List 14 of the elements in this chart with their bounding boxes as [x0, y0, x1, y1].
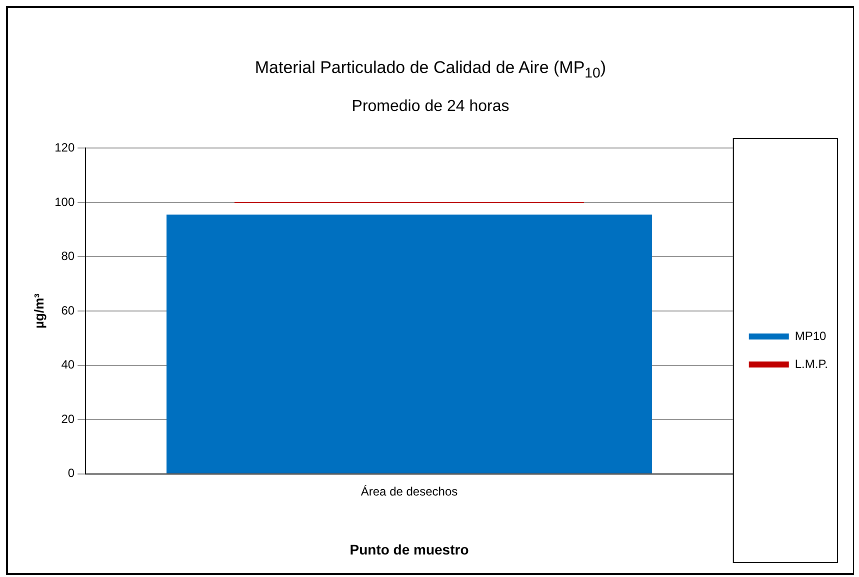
- chart-title: Material Particulado de Calidad de Aire (MP$_{10}$): [254, 58, 608, 82]
- y-tick-label: 20: [61, 412, 75, 426]
- legend-label: MP10: [794, 328, 827, 343]
- chart-subtitle: Promedio de 24 horas: [350, 98, 510, 116]
- x-axis-title: Punto de muestro: [350, 541, 469, 558]
- y-tick-label: 100: [54, 194, 75, 209]
- x-tick-label: Área de desechos: [360, 484, 458, 498]
- y-axis-title: µg/m³: [31, 292, 46, 328]
- y-tick-label: 120: [54, 140, 75, 155]
- y-tick-label: 60: [61, 303, 75, 318]
- y-tick-label: 0: [68, 466, 75, 480]
- y-tick-label: 80: [61, 249, 75, 264]
- legend-label: L.M.P.: [794, 356, 828, 371]
- y-tick-label: 40: [61, 358, 75, 372]
